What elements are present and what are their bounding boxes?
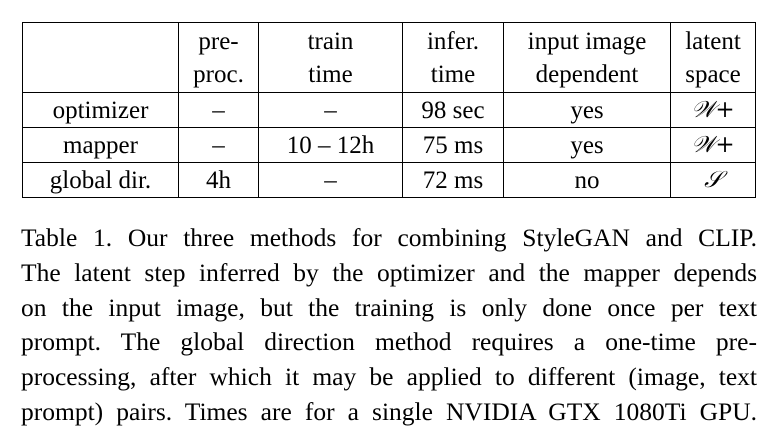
header-row: pre-proc. train time infer. time input image d… [22,22,756,93]
cell: 4h [178,162,259,198]
header-cell: input image dependent [503,22,671,93]
header-line: pre- [198,27,239,55]
header-line: latent [685,27,741,55]
table-row: global dir. 4h –72 ms no 𝒮 [22,162,756,198]
cell: – [178,92,259,128]
cell: 72 ms [402,162,504,198]
caption-line: processing, after which it may be applie… [21,362,757,392]
cell: – [258,162,403,198]
row-label: optimizer [22,92,179,128]
cell: 𝒲+ [670,92,756,128]
cell: 𝒲+ [670,127,756,163]
cell: 75 ms [402,127,504,163]
cell: 98 sec [402,92,504,128]
cell: 𝒮 [670,162,756,198]
header-line: input image [527,27,647,55]
header-cell: infer. time [402,22,504,93]
cell: no [503,162,671,198]
cell: yes [503,127,671,163]
header-line: train [307,27,354,55]
cell: – [178,127,259,163]
header-cell [22,22,179,93]
caption-line: prompt. The global direction method requ… [21,327,757,357]
caption-line: Table 1. Our three methods for combining… [21,223,757,252]
cell: – [258,92,403,128]
methods-table: pre-proc. train time infer. time input image d… [22,22,756,198]
header-cell: train time [258,22,403,93]
header-line: infer. [426,27,480,55]
table-body: pre-proc. train time infer. time input image d… [22,22,756,198]
caption-line: on the input image, but the training is … [21,292,757,322]
cell: yes [503,92,671,128]
table-row: mapper –10 – 12h 75 ms yes 𝒲+ [22,127,756,163]
header-line: time [308,60,353,88]
header-cell: pre-proc. [178,22,259,93]
header-line: dependent [535,60,639,88]
header-cell: latent space [670,22,756,93]
row-label: global dir. [22,162,179,198]
header-line: space [685,60,741,88]
cell: 10 – 12h [258,127,403,163]
header-line: proc. [193,60,244,88]
caption: Table 1. Our three methods for combining… [21,221,757,430]
table-row: optimizer – –98 sec yes 𝒲+ [22,92,756,128]
caption-line: The latent step inferred by the optimize… [21,257,757,287]
row-label: mapper [22,127,179,163]
caption-line: prompt) pairs. Times are for a single NV… [21,396,757,426]
header-line: time [430,60,476,88]
